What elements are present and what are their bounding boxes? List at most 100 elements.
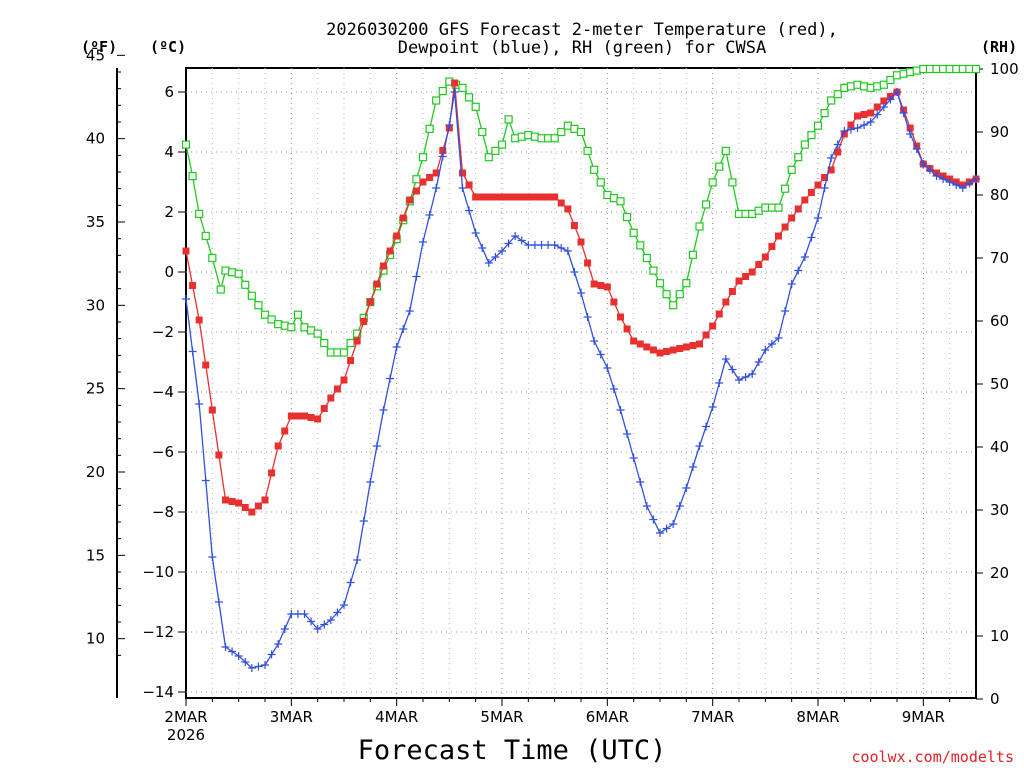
fahrenheit-tick-label: 35	[86, 213, 105, 231]
dewpoint-point	[774, 334, 783, 342]
temperature-point	[511, 193, 519, 201]
temperature-point	[880, 97, 888, 105]
celsius-tick-label: 4	[164, 143, 174, 161]
celsius-tick-label: 6	[164, 83, 174, 101]
dewpoint-point	[300, 610, 309, 618]
rh-point	[464, 93, 474, 102]
temperature-point	[412, 187, 420, 195]
rh-point	[287, 323, 296, 332]
dewpoint-point	[866, 118, 875, 126]
temperature-point	[728, 288, 736, 295]
dewpoint-point	[366, 478, 375, 486]
x-tick-label: 7MAR	[691, 708, 734, 726]
rh-point	[543, 134, 553, 143]
x-tick-sublabel: 2026	[167, 726, 205, 744]
temperature-point	[775, 232, 782, 240]
dewpoint-point	[498, 247, 506, 255]
rh-point	[701, 200, 711, 209]
rh-point	[484, 153, 493, 162]
rh-tick-label: 20	[990, 564, 1009, 582]
temperature-point	[518, 193, 526, 201]
dewpoint-point	[748, 370, 757, 378]
rh-point	[780, 184, 790, 193]
dewpoint-point	[254, 662, 263, 671]
temperature-point	[406, 196, 414, 204]
rh-point	[590, 165, 599, 174]
rh-point	[333, 348, 342, 357]
rh-point	[925, 64, 935, 74]
temperature-point	[755, 261, 763, 268]
rh-point	[530, 132, 540, 141]
dewpoint-point	[728, 365, 737, 374]
rh-point	[938, 64, 948, 74]
rh-point	[636, 241, 645, 250]
dewpoint-point	[484, 259, 493, 267]
rh-point	[682, 279, 691, 288]
dewpoint-point	[465, 206, 474, 215]
dewpoint-point	[208, 553, 217, 561]
rh-point	[899, 69, 908, 78]
temperature-point	[327, 394, 335, 402]
temperature-point	[768, 243, 776, 250]
temperature-point	[248, 508, 256, 516]
rh-point	[616, 197, 625, 206]
rh-point	[550, 134, 559, 143]
dewpoint-point	[504, 239, 513, 248]
temperature-point	[564, 205, 572, 213]
temperature-point	[603, 283, 611, 291]
celsius-tick-label: 0	[164, 263, 174, 281]
dewpoint-point	[570, 268, 579, 276]
rh-point	[300, 323, 309, 332]
dewpoint-point	[879, 103, 888, 111]
rh-point	[971, 64, 981, 74]
temperature-point	[709, 322, 717, 330]
dewpoint-point	[379, 406, 388, 414]
rh-point	[748, 209, 757, 218]
temperature-point	[814, 181, 822, 189]
rh-point	[234, 269, 243, 278]
temperature-point	[544, 193, 552, 201]
temperature-point	[590, 280, 598, 288]
rh-point	[827, 96, 836, 105]
dewpoint-point	[201, 476, 210, 485]
temperature-point	[847, 121, 855, 129]
fahrenheit-unit-label: (ºF)	[81, 38, 117, 56]
rh-point	[906, 68, 915, 77]
temperature-point	[235, 499, 243, 507]
rh-point	[886, 75, 895, 85]
dewpoint-point	[557, 244, 566, 252]
rh-tick-label: 50	[990, 375, 1009, 393]
temperature-point	[873, 103, 881, 111]
temperature-point	[399, 214, 407, 222]
dewpoint-point	[425, 211, 434, 219]
rh-point	[853, 80, 862, 89]
x-tick-label: 3MAR	[270, 708, 313, 726]
dewpoint-point	[333, 608, 342, 617]
fahrenheit-tick-label: 25	[86, 380, 105, 398]
x-tick-label: 8MAR	[796, 708, 839, 726]
rh-point	[655, 279, 665, 288]
temperature-point	[860, 111, 868, 118]
rh-point	[181, 140, 191, 149]
dewpoint-point	[563, 247, 572, 255]
dewpoint-point	[550, 241, 559, 249]
dewpoint-point	[939, 175, 948, 183]
rh-point	[326, 348, 335, 357]
rh-point	[800, 140, 809, 149]
temperature-point	[268, 469, 276, 477]
dewpoint-point	[741, 373, 750, 381]
rh-point	[260, 310, 270, 319]
rh-tick-label: 60	[990, 312, 1009, 330]
dewpoint-point	[925, 166, 934, 174]
dewpoint-point	[932, 172, 941, 180]
temperature-point	[656, 349, 664, 357]
rh-point	[471, 102, 480, 111]
rh-point	[807, 131, 816, 140]
dewpoint-point	[781, 307, 790, 315]
temperature-point	[393, 232, 401, 240]
dewpoint-point	[228, 647, 237, 656]
rh-point	[517, 132, 526, 141]
chart-title-line2: Dewpoint (blue), RH (green) for CWSA	[398, 38, 766, 58]
dewpoint-point	[629, 454, 638, 462]
rh-point	[346, 338, 355, 348]
